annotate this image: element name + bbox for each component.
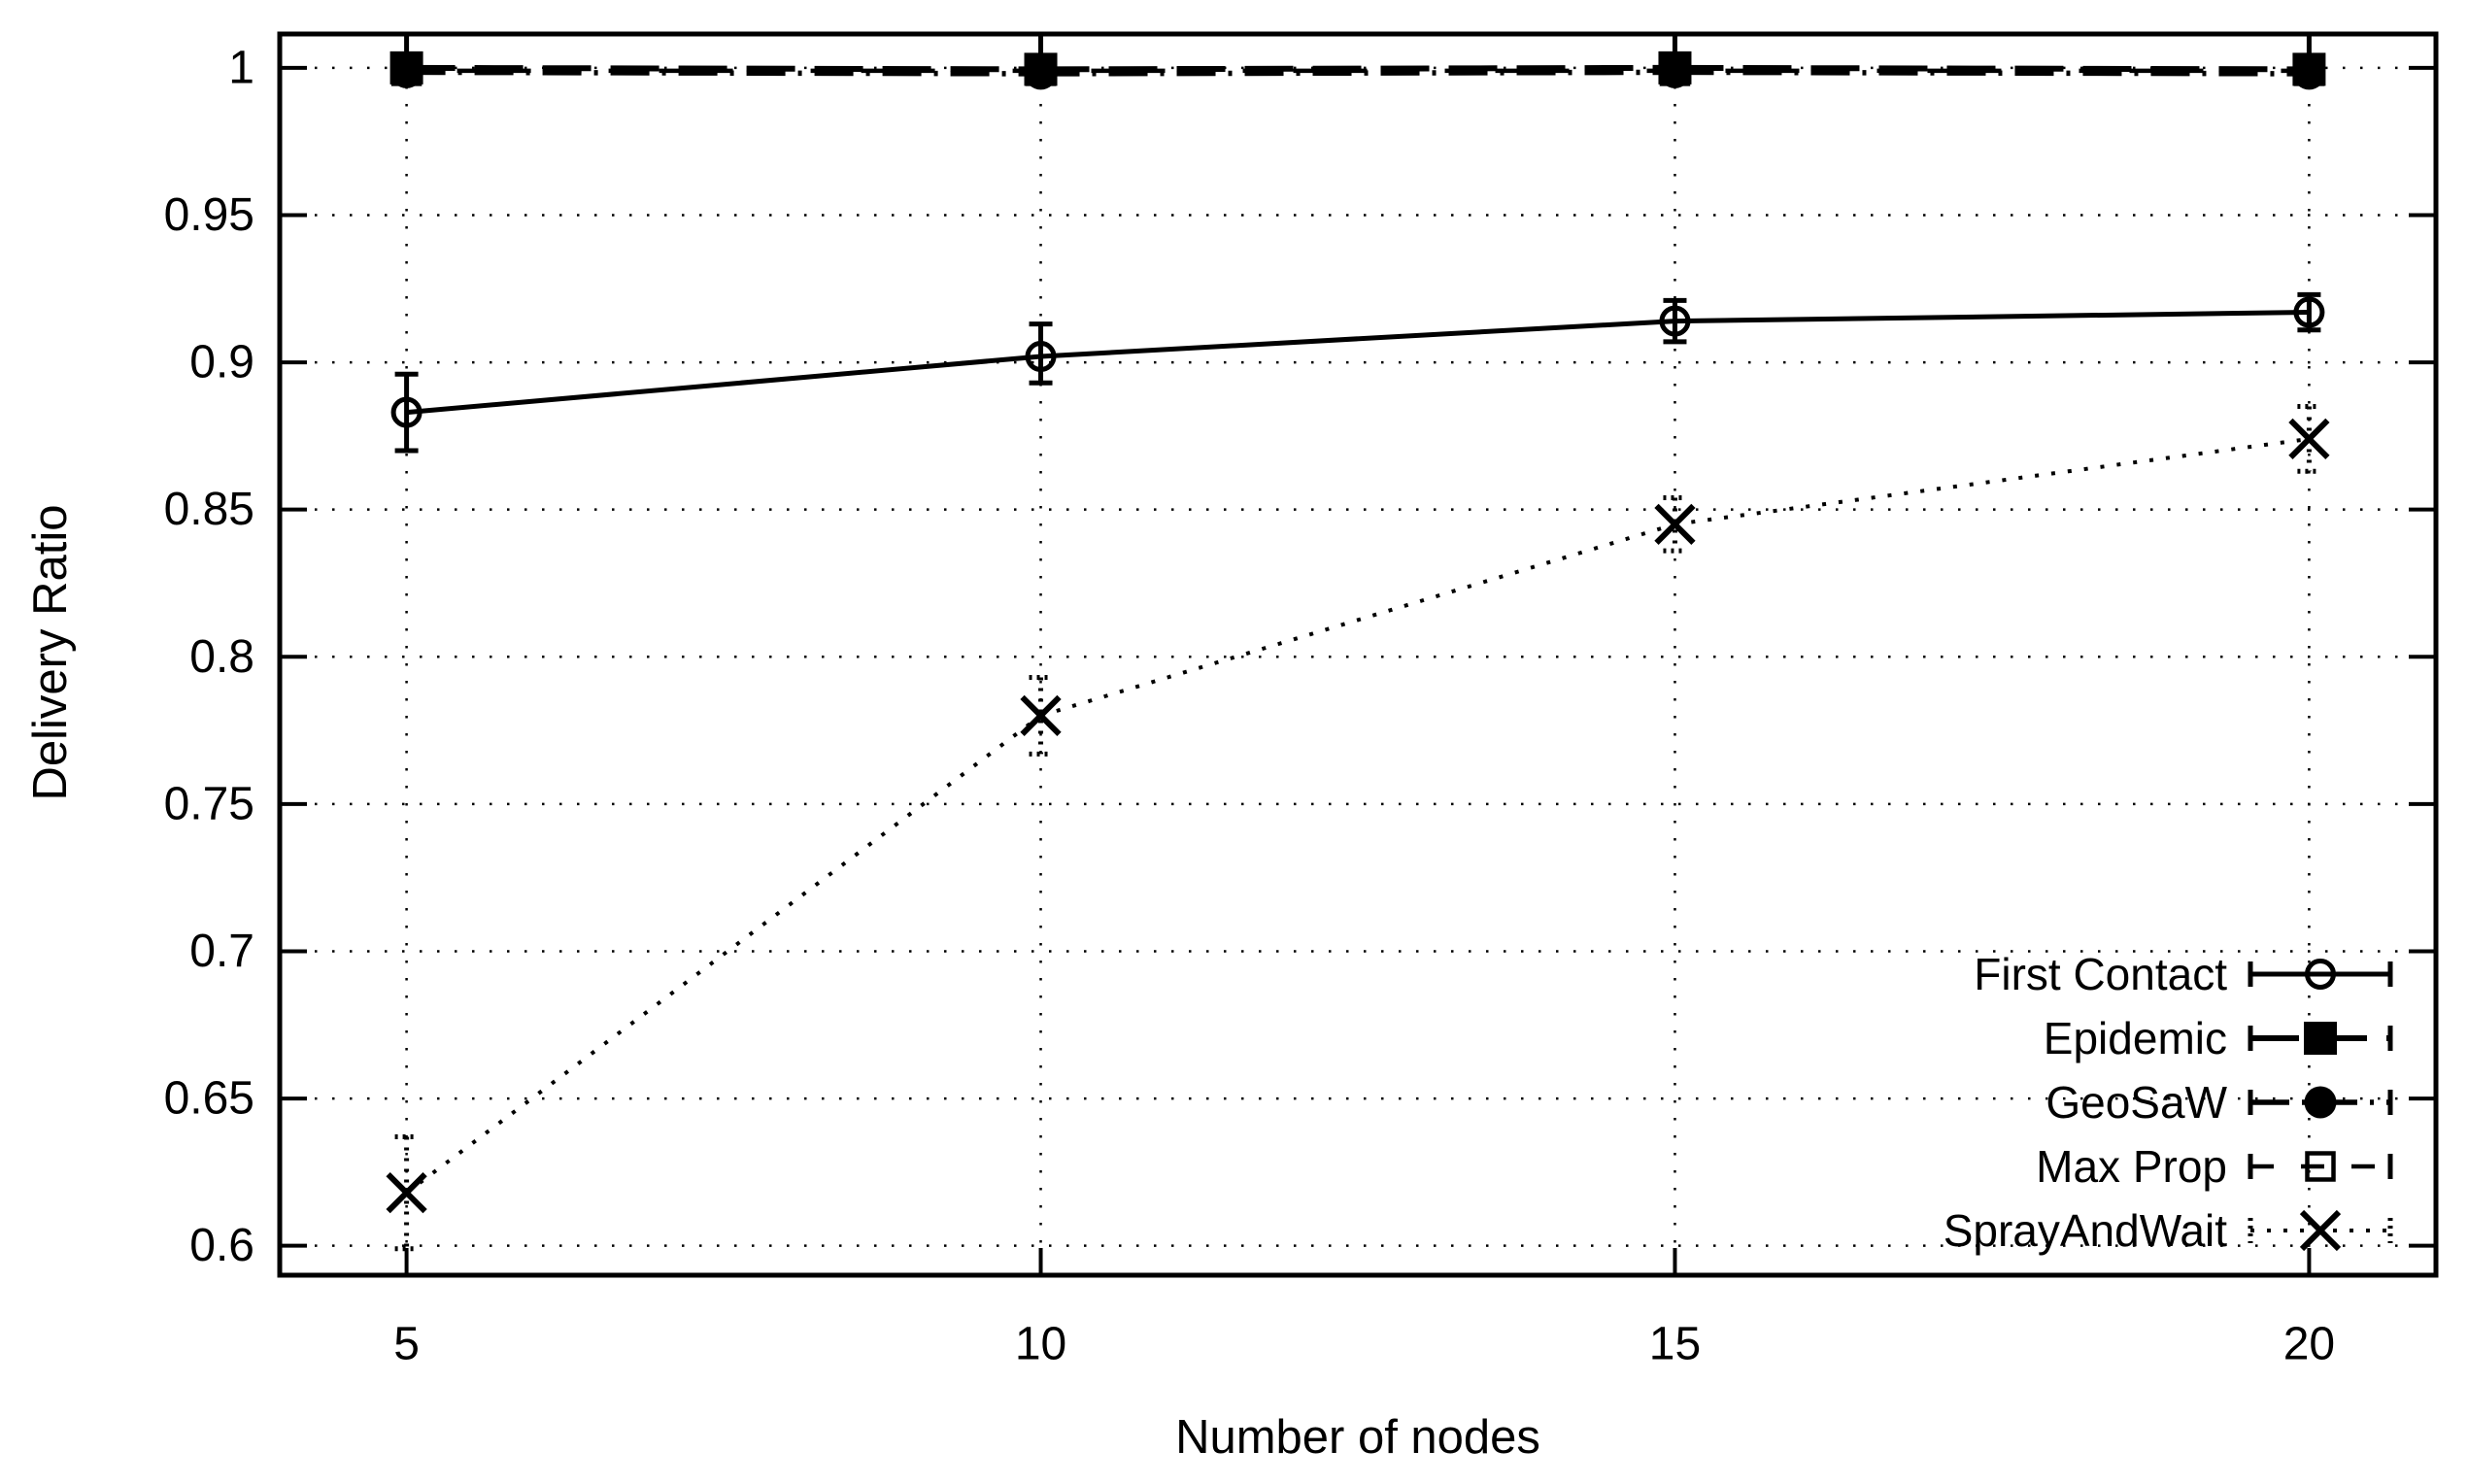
- legend: First Contact Epidemic GeoSaW Max Prop Spray…: [1944, 949, 2393, 1256]
- legend-label: GeoSaW: [2045, 1077, 2227, 1128]
- y-tick-label: 0.95: [164, 189, 254, 241]
- series-sprayandwait: [386, 404, 2330, 1252]
- y-tick-label: 1: [228, 42, 254, 93]
- legend-item-sprayandwait: SprayAndWait: [1944, 1205, 2393, 1256]
- series-max-prop: [390, 55, 2325, 86]
- y-tick-label: 0.75: [164, 778, 254, 829]
- legend-item-geosaw: GeoSaW: [2045, 1077, 2393, 1128]
- y-tick-label: 0.7: [189, 926, 254, 977]
- legend-label: SprayAndWait: [1944, 1205, 2228, 1256]
- legend-label: First Contact: [1974, 949, 2227, 999]
- y-tick-label: 0.65: [164, 1073, 254, 1125]
- legend-item-max-prop: Max Prop: [2036, 1141, 2393, 1192]
- legend-label: Max Prop: [2036, 1141, 2227, 1192]
- x-tick-label: 20: [2283, 1319, 2335, 1370]
- legend-item-epidemic: Epidemic: [2044, 1013, 2393, 1063]
- y-tick-label: 0.8: [189, 631, 254, 683]
- plot-data: [386, 34, 2330, 1252]
- y-tick-label: 0.85: [164, 484, 254, 535]
- y-tick-label: 0.6: [189, 1220, 254, 1271]
- series-epidemic: [389, 34, 2326, 86]
- y-axis-title: Delivery Ratio: [24, 504, 77, 801]
- series-first-contact: [390, 291, 2325, 454]
- y-tick-label: 0.9: [189, 337, 254, 388]
- x-tick-label: 10: [1015, 1319, 1066, 1370]
- x-tick-label: 5: [393, 1319, 420, 1370]
- legend-item-first-contact: First Contact: [1974, 949, 2393, 999]
- legend-label: Epidemic: [2044, 1013, 2227, 1063]
- series-geosaw: [390, 55, 2325, 90]
- x-tick-label: 15: [1649, 1319, 1701, 1370]
- x-axis-title: Number of nodes: [1175, 1411, 1540, 1464]
